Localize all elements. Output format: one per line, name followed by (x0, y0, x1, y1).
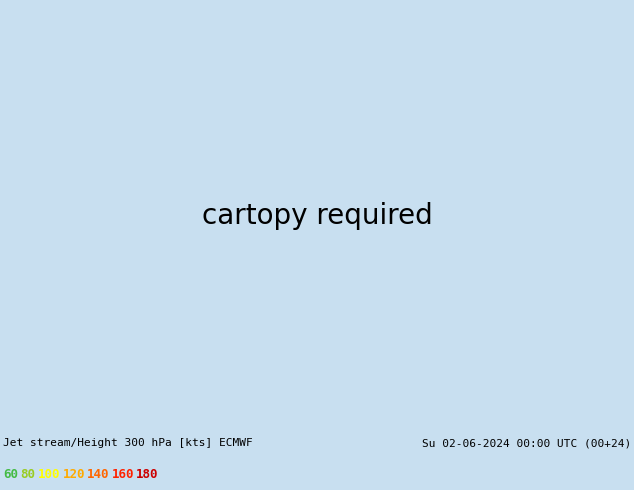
Text: 140: 140 (87, 468, 110, 481)
Text: 60: 60 (3, 468, 18, 481)
Text: 120: 120 (62, 468, 85, 481)
Text: 80: 80 (20, 468, 36, 481)
Text: cartopy required: cartopy required (202, 202, 432, 230)
Text: Su 02-06-2024 00:00 UTC (00+24): Su 02-06-2024 00:00 UTC (00+24) (422, 438, 631, 448)
Text: 160: 160 (112, 468, 134, 481)
Text: 100: 100 (38, 468, 60, 481)
Text: 180: 180 (136, 468, 158, 481)
Text: Jet stream/Height 300 hPa [kts] ECMWF: Jet stream/Height 300 hPa [kts] ECMWF (3, 438, 253, 448)
